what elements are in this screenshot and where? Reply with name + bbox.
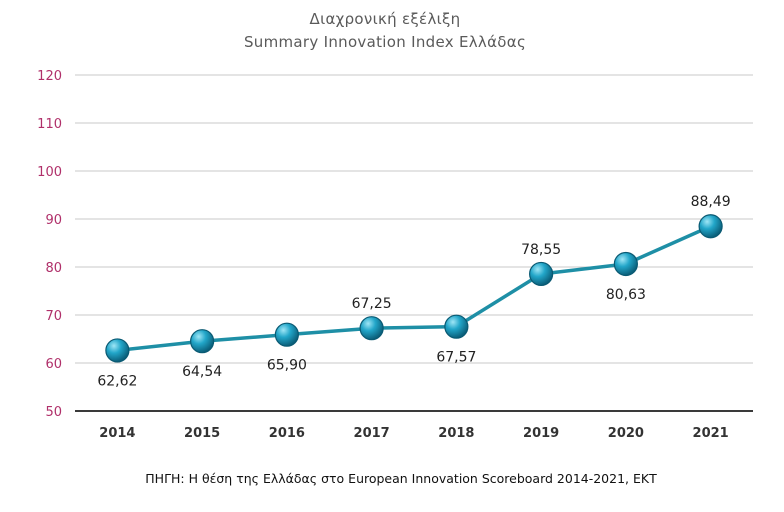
data-label: 62,62 [97, 373, 137, 389]
x-tick-label: 2021 [693, 426, 729, 441]
y-tick-label: 50 [45, 405, 62, 420]
x-tick-label: 2014 [99, 426, 135, 441]
source-note: ΠΗΓΗ: Η θέση της Ελλάδας στο European In… [145, 471, 657, 486]
y-axis-ticks: 50 60 70 80 90 100 110 120 [37, 69, 62, 420]
data-label: 78,55 [521, 242, 561, 258]
data-point-marker [444, 314, 469, 339]
series-line [115, 224, 713, 353]
y-tick-label: 60 [45, 357, 62, 372]
data-point-marker [529, 261, 554, 287]
data-point-marker [274, 322, 299, 347]
series-polyline [115, 224, 713, 353]
x-tick-label: 2018 [438, 426, 474, 441]
data-point-marker [105, 338, 130, 363]
data-point-marker [698, 214, 723, 239]
data-label: 64,54 [182, 364, 222, 380]
grid-lines [75, 74, 753, 412]
x-tick-label: 2017 [354, 426, 390, 441]
data-point-marker [613, 251, 638, 277]
chart-title: Διαχρονική εξέλιξη [310, 10, 461, 28]
data-label: 67,57 [436, 350, 476, 366]
data-labels: 62,62 64,54 65,90 67,25 67,57 78,55 80,63 88,49 [97, 194, 730, 389]
data-label: 65,90 [267, 358, 307, 374]
y-tick-label: 100 [37, 165, 62, 180]
y-tick-label: 80 [45, 261, 62, 276]
y-tick-label: 70 [45, 309, 62, 324]
data-label: 67,25 [352, 296, 392, 312]
data-label: 80,63 [606, 287, 646, 303]
data-markers [105, 214, 723, 363]
data-label: 88,49 [691, 194, 731, 210]
chart-subtitle: Summary Innovation Index Ελλάδας [244, 33, 526, 51]
y-tick-label: 120 [37, 69, 62, 84]
y-tick-label: 110 [37, 117, 62, 132]
x-tick-label: 2020 [608, 426, 644, 441]
x-axis-ticks: 2014 2015 2016 2017 2018 2019 2020 2021 [99, 426, 728, 441]
data-point-marker [190, 329, 215, 354]
x-tick-label: 2016 [269, 426, 305, 441]
x-tick-label: 2019 [523, 426, 559, 441]
x-tick-label: 2015 [184, 426, 220, 441]
data-point-marker [359, 316, 384, 341]
y-tick-label: 90 [45, 213, 62, 228]
